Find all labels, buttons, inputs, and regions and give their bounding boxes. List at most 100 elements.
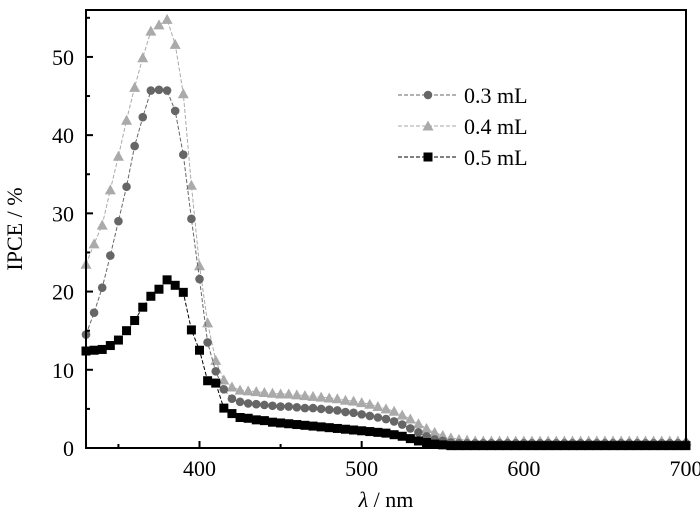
data-point — [114, 216, 123, 226]
data-point — [170, 280, 180, 290]
data-point — [276, 418, 286, 428]
data-point — [446, 441, 456, 451]
data-point — [373, 427, 383, 437]
data-point — [113, 335, 123, 345]
data-point — [364, 398, 376, 409]
data-point — [130, 316, 140, 326]
data-point — [202, 317, 214, 328]
data-point — [657, 441, 667, 451]
data-point — [567, 441, 577, 451]
y-tick-label: 50 — [52, 45, 74, 70]
data-point — [381, 428, 391, 438]
y-axis: 0 10 20 30 40 50 — [52, 16, 93, 461]
data-point — [258, 386, 270, 397]
data-point — [138, 112, 148, 122]
data-point — [559, 441, 569, 451]
series-line — [85, 89, 686, 444]
data-point — [145, 25, 157, 36]
data-point — [388, 405, 400, 416]
data-point — [503, 441, 513, 451]
data-point — [186, 325, 196, 335]
data-point — [154, 85, 164, 95]
data-point — [89, 308, 99, 317]
data-point — [104, 184, 116, 195]
data-point — [535, 441, 545, 451]
data-point — [292, 403, 302, 412]
data-point — [413, 436, 423, 446]
x-axis-label: λ / nm — [358, 487, 414, 512]
legend-label: 0.5 mL — [464, 145, 528, 170]
data-point — [276, 402, 285, 411]
data-point — [300, 420, 310, 430]
data-point — [316, 404, 326, 414]
data-point — [332, 423, 342, 433]
legend-item: 0.3 mL — [398, 83, 528, 108]
data-point — [267, 417, 277, 427]
data-point — [592, 441, 602, 451]
data-point — [195, 274, 204, 284]
data-point — [219, 403, 229, 413]
data-point — [624, 441, 634, 451]
data-point — [121, 114, 133, 125]
data-point — [219, 385, 229, 394]
data-point — [97, 344, 107, 354]
data-point — [422, 438, 432, 448]
data-point — [584, 441, 594, 451]
y-tick-label: 40 — [52, 123, 74, 148]
data-point — [365, 411, 375, 421]
data-point — [316, 422, 326, 432]
x-tick-label: 400 — [183, 456, 216, 481]
data-point — [404, 413, 416, 424]
data-point — [576, 441, 586, 451]
data-point — [218, 374, 230, 385]
data-point — [170, 106, 180, 116]
data-point — [177, 88, 189, 99]
data-point — [129, 81, 141, 92]
data-point — [665, 441, 675, 451]
data-point — [389, 430, 399, 440]
data-point — [365, 427, 375, 437]
data-point — [185, 179, 197, 190]
data-point — [397, 420, 407, 429]
data-point — [616, 441, 626, 451]
data-point — [341, 407, 350, 417]
data-point — [242, 385, 254, 396]
data-point — [372, 401, 384, 412]
legend-marker — [422, 120, 434, 131]
x-axis-label-unit: / nm — [368, 487, 413, 512]
legend-item: 0.4 mL — [398, 114, 528, 139]
data-point — [112, 150, 124, 161]
x-tick-label: 700 — [670, 456, 700, 481]
data-point — [137, 52, 149, 63]
data-point — [331, 393, 343, 404]
legend-marker — [423, 90, 433, 100]
data-point — [106, 251, 115, 260]
data-point — [153, 19, 165, 30]
data-point — [211, 378, 221, 388]
data-point — [235, 397, 245, 407]
data-point — [97, 283, 107, 292]
legend-marker — [423, 152, 433, 162]
data-point — [543, 441, 553, 451]
data-point — [324, 423, 334, 433]
data-point — [389, 417, 399, 426]
series-layer — [80, 13, 692, 451]
data-point — [527, 441, 537, 451]
data-point — [608, 441, 618, 451]
data-point — [154, 284, 164, 294]
x-axis: 400 500 600 700 — [117, 441, 700, 481]
data-point — [88, 238, 100, 249]
legend-item: 0.5 mL — [398, 145, 528, 170]
y-tick-label: 20 — [52, 280, 74, 305]
data-point — [299, 390, 311, 401]
data-point — [291, 389, 303, 400]
data-point — [430, 439, 440, 449]
data-point — [178, 150, 188, 159]
data-point — [226, 381, 238, 392]
data-point — [380, 403, 392, 414]
data-point — [266, 387, 278, 398]
data-point — [162, 86, 172, 95]
data-point — [234, 384, 246, 395]
data-point — [243, 413, 253, 423]
